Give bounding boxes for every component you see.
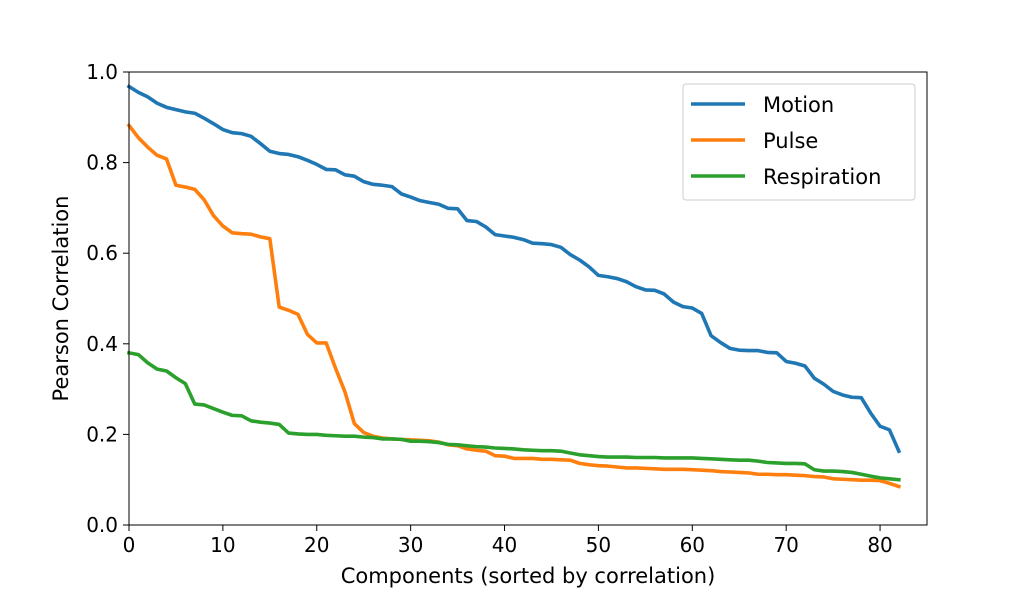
- y-axis: 0.0 0.2 0.4 0.6 0.8 1.0: [86, 60, 129, 537]
- x-tick-label: 50: [586, 533, 611, 557]
- y-tick-label: 0.2: [86, 422, 118, 446]
- x-tick-label: 70: [773, 533, 798, 557]
- legend-label-respiration: Respiration: [763, 165, 881, 189]
- x-tick-label: 10: [210, 533, 235, 557]
- series-line-respiration: [126, 350, 901, 482]
- x-tick-label: 30: [398, 533, 423, 557]
- y-tick-label: 0.8: [86, 151, 118, 175]
- x-tick-label: 0: [123, 533, 136, 557]
- legend-label-motion: Motion: [763, 93, 834, 117]
- y-axis-label: Pearson Correlation: [49, 196, 73, 402]
- series-line-motion: [126, 84, 902, 454]
- legend-label-pulse: Pulse: [763, 129, 818, 153]
- series-layer: [126, 84, 902, 489]
- legend-box: [682, 83, 916, 201]
- x-tick-label: 20: [304, 533, 329, 557]
- x-tick-label: 80: [867, 533, 892, 557]
- y-tick-label: 0.6: [86, 241, 118, 265]
- x-tick-label: 60: [680, 533, 705, 557]
- x-tick-label: 40: [492, 533, 517, 557]
- plot-frame: [128, 71, 928, 526]
- y-tick-label: 1.0: [86, 60, 118, 84]
- y-tick-label: 0.4: [86, 332, 118, 356]
- x-axis: 0 10 20 30 40 50 60 70 80: [123, 525, 893, 557]
- x-axis-label: Components (sorted by correlation): [341, 564, 716, 588]
- legend: Motion Pulse Respiration: [682, 83, 916, 201]
- series-line-pulse: [126, 122, 902, 489]
- y-tick-label: 0.0: [86, 513, 118, 537]
